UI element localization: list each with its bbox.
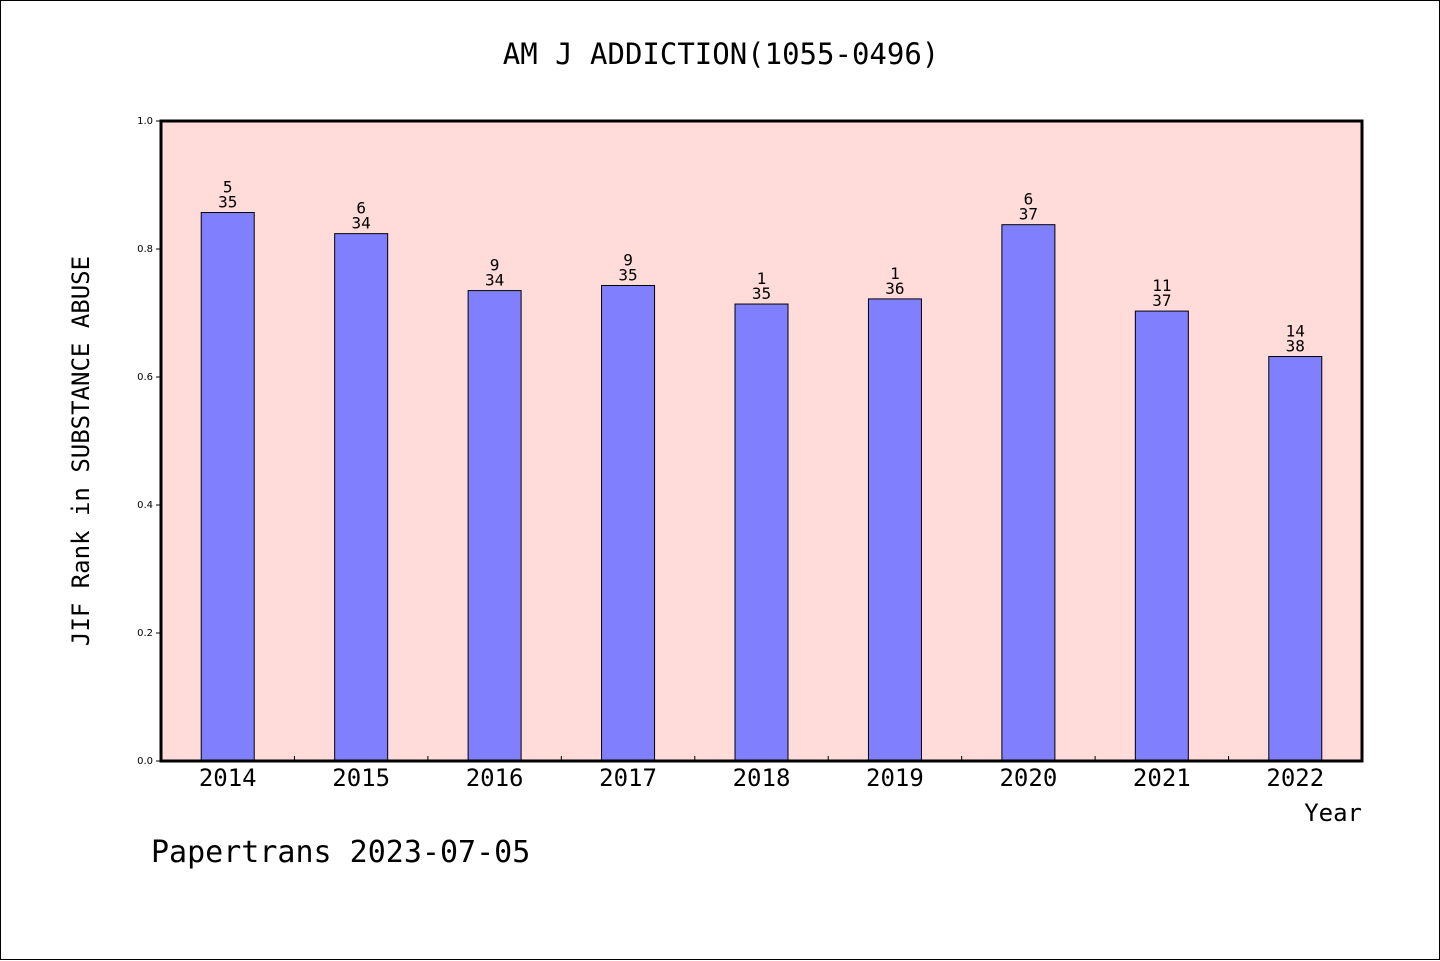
chart-title: AM J ADDICTION(1055-0496) — [502, 37, 940, 71]
bar-rank-label: 14 — [1286, 322, 1305, 341]
bar-2021 — [1134, 310, 1189, 762]
y-tick-label: 0.4 — [137, 500, 153, 511]
bar-2019 — [867, 298, 922, 762]
y-tick-label: 0.8 — [137, 244, 153, 255]
bar-total-label: 34 — [485, 271, 504, 290]
y-axis: 0.0 0.2 0.4 0.6 0.8 1.0 — [137, 116, 161, 767]
y-tick-label: 1.0 — [137, 116, 153, 127]
bar-2020 — [1001, 224, 1056, 762]
x-axis-label: Year — [1304, 799, 1362, 827]
y-tick-label: 0.6 — [137, 372, 153, 383]
bar-rank-label: 1 — [757, 269, 767, 288]
x-tick-label: 2017 — [599, 764, 657, 792]
footer-note: Papertrans 2023-07-05 — [151, 835, 531, 870]
bar-2022 — [1268, 356, 1323, 762]
plot-border — [159, 119, 1364, 763]
bar-2014 — [200, 212, 255, 762]
bar-rank-label: 11 — [1152, 276, 1171, 295]
x-tick-label: 2018 — [733, 764, 791, 792]
bar-total-label: 35 — [752, 284, 771, 303]
x-tick-label: 2021 — [1133, 764, 1191, 792]
bar-2018 — [734, 303, 789, 762]
bar-rank-label: 9 — [623, 250, 633, 269]
bar-total-label: 34 — [352, 214, 371, 233]
bar-2016 — [467, 290, 522, 762]
y-tick-label: 0.2 — [137, 628, 153, 639]
x-tick-label: 2020 — [999, 764, 1057, 792]
bar-rank-label: 9 — [490, 256, 500, 275]
y-tick-label: 0.0 — [137, 756, 153, 767]
bar-2015 — [334, 233, 389, 762]
x-tick-label: 2019 — [866, 764, 924, 792]
bar-total-label: 35 — [618, 265, 637, 284]
x-axis: 2014 2015 2016 2017 2018 2019 2020 2021 2022 — [199, 756, 1324, 792]
bar-total-label: 35 — [218, 193, 237, 212]
x-tick-label: 2015 — [332, 764, 390, 792]
bar-rank-label: 6 — [356, 199, 366, 218]
bar-rank-label: 1 — [890, 264, 900, 283]
bar-total-label: 36 — [885, 279, 904, 298]
x-tick-label: 2022 — [1266, 764, 1324, 792]
x-tick-label: 2014 — [199, 764, 257, 792]
x-tick-label: 2016 — [466, 764, 524, 792]
bar-2017 — [601, 284, 656, 762]
bar-rank-label: 6 — [1024, 190, 1034, 209]
bar-total-label: 37 — [1019, 205, 1038, 224]
bar-total-label: 38 — [1286, 337, 1305, 356]
bar-rank-label: 5 — [223, 178, 233, 197]
y-axis-label: JIF Rank in SUBSTANCE ABUSE — [67, 256, 95, 646]
bar-total-label: 37 — [1152, 291, 1171, 310]
